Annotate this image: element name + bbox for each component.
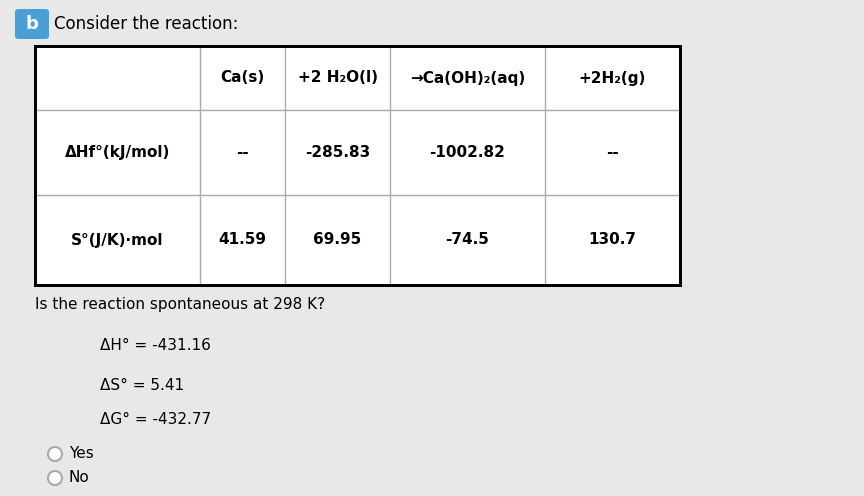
- Text: ΔG° = -432.77: ΔG° = -432.77: [100, 413, 211, 428]
- Text: Consider the reaction:: Consider the reaction:: [54, 15, 238, 33]
- FancyBboxPatch shape: [15, 9, 49, 39]
- Circle shape: [48, 447, 62, 461]
- Text: -1002.82: -1002.82: [429, 145, 505, 160]
- Text: S°(J/K)·mol: S°(J/K)·mol: [71, 233, 164, 248]
- Text: Is the reaction spontaneous at 298 K?: Is the reaction spontaneous at 298 K?: [35, 298, 325, 312]
- Circle shape: [48, 471, 62, 485]
- Text: 69.95: 69.95: [314, 233, 362, 248]
- Text: ΔS° = 5.41: ΔS° = 5.41: [100, 377, 184, 392]
- Bar: [35, 46, 680, 285]
- Text: ΔHf°(kJ/mol): ΔHf°(kJ/mol): [65, 145, 170, 160]
- Bar: [35, 46, 680, 285]
- Text: 130.7: 130.7: [588, 233, 637, 248]
- Text: ΔH° = -431.16: ΔH° = -431.16: [100, 337, 211, 353]
- Text: No: No: [69, 471, 90, 486]
- Text: b: b: [26, 15, 38, 33]
- Text: Ca(s): Ca(s): [220, 70, 264, 85]
- Text: Yes: Yes: [69, 446, 94, 461]
- Text: --: --: [236, 145, 249, 160]
- Text: →Ca(OH)₂(aq): →Ca(OH)₂(aq): [410, 70, 525, 85]
- Text: +2H₂(g): +2H₂(g): [579, 70, 646, 85]
- Text: +2 H₂O(l): +2 H₂O(l): [297, 70, 378, 85]
- Text: --: --: [607, 145, 619, 160]
- Text: 41.59: 41.59: [219, 233, 266, 248]
- Text: -285.83: -285.83: [305, 145, 370, 160]
- Text: -74.5: -74.5: [446, 233, 489, 248]
